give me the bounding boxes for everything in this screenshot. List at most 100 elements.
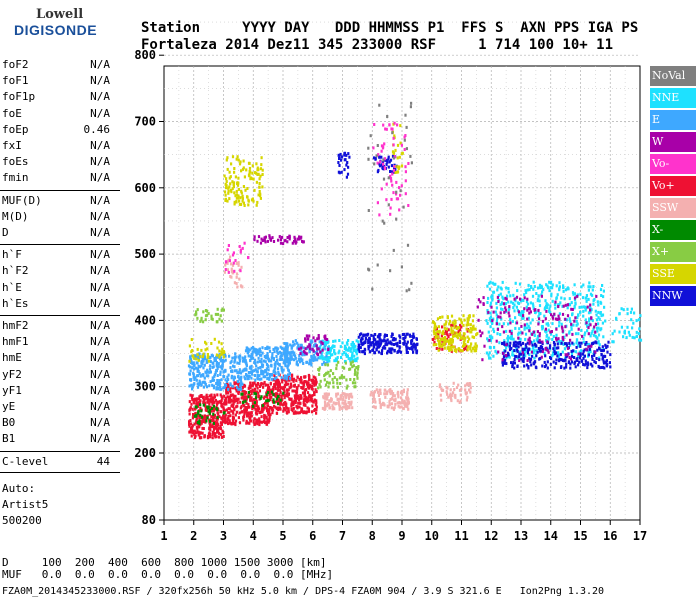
data-point <box>596 348 599 352</box>
data-point <box>290 398 293 402</box>
data-point <box>547 328 550 332</box>
data-point <box>601 349 604 353</box>
data-point <box>232 405 235 409</box>
data-point <box>216 367 219 370</box>
data-point <box>299 236 302 240</box>
data-point <box>273 366 277 370</box>
data-point <box>505 362 508 366</box>
data-point <box>246 187 249 190</box>
data-point <box>292 343 295 347</box>
data-point <box>372 146 375 150</box>
data-point <box>290 351 293 355</box>
data-point <box>242 185 245 188</box>
data-point <box>264 347 267 350</box>
data-point <box>373 123 376 126</box>
data-point <box>291 373 294 377</box>
data-point <box>266 395 269 399</box>
data-point <box>191 387 194 391</box>
data-point <box>235 387 238 391</box>
data-point <box>313 393 316 397</box>
data-point <box>214 312 217 316</box>
data-point <box>396 170 400 174</box>
data-point <box>393 394 396 398</box>
data-point <box>251 369 254 373</box>
data-point <box>271 377 274 381</box>
data-point <box>201 355 204 358</box>
data-point <box>495 313 498 317</box>
data-point <box>374 156 377 160</box>
data-point <box>554 300 557 304</box>
data-point <box>411 335 414 338</box>
data-point <box>257 356 260 360</box>
data-point <box>205 342 208 346</box>
data-point <box>213 374 216 378</box>
data-point <box>550 357 553 361</box>
data-point <box>637 332 641 336</box>
data-point <box>385 198 388 202</box>
data-point <box>574 302 577 306</box>
data-point <box>513 349 516 352</box>
data-point <box>212 404 215 408</box>
data-point <box>226 382 229 386</box>
legend-entry-sse: SSE <box>650 264 696 284</box>
data-point <box>236 155 239 159</box>
data-point <box>548 346 551 350</box>
data-point <box>287 351 291 355</box>
data-point <box>522 316 525 320</box>
data-point <box>236 401 239 405</box>
data-point <box>533 356 536 360</box>
data-point <box>245 407 248 411</box>
data-point <box>299 357 302 361</box>
data-point <box>437 348 440 352</box>
data-point <box>357 345 361 349</box>
data-point <box>244 377 247 381</box>
data-point <box>557 305 560 308</box>
data-point <box>203 380 206 384</box>
data-point <box>259 396 262 400</box>
data-point <box>545 338 548 342</box>
data-point <box>351 353 354 357</box>
data-point <box>341 365 344 369</box>
data-point <box>576 316 579 320</box>
data-point <box>592 327 595 331</box>
data-point <box>388 341 391 345</box>
data-point <box>259 350 262 353</box>
data-point <box>219 365 222 369</box>
data-point <box>232 261 235 265</box>
data-point <box>266 372 269 376</box>
data-point <box>213 415 216 419</box>
data-point <box>497 315 500 319</box>
legend-entry-nne: NNE <box>650 88 696 108</box>
data-point <box>285 342 288 346</box>
data-point <box>308 409 311 413</box>
data-point <box>611 332 614 336</box>
data-point <box>225 380 228 383</box>
data-point <box>507 322 510 326</box>
data-point <box>385 162 388 166</box>
data-point <box>349 362 352 366</box>
data-point <box>548 289 551 293</box>
data-point <box>523 323 526 327</box>
data-point <box>456 399 459 403</box>
data-point <box>591 354 594 358</box>
data-point <box>284 393 287 397</box>
data-point <box>488 356 491 360</box>
data-point <box>208 402 211 406</box>
data-point <box>486 301 489 304</box>
data-point <box>573 356 576 359</box>
data-point <box>188 359 191 363</box>
data-point <box>285 360 288 364</box>
data-point <box>292 400 295 404</box>
data-point <box>500 301 503 305</box>
data-point <box>505 356 508 360</box>
data-point <box>223 394 226 398</box>
data-point <box>609 353 612 357</box>
data-point <box>451 331 454 335</box>
data-point <box>257 366 260 370</box>
data-point <box>216 307 219 311</box>
data-point <box>243 384 246 388</box>
data-point <box>494 310 497 314</box>
data-point <box>243 175 246 179</box>
data-point <box>271 352 274 356</box>
data-point <box>359 338 363 342</box>
